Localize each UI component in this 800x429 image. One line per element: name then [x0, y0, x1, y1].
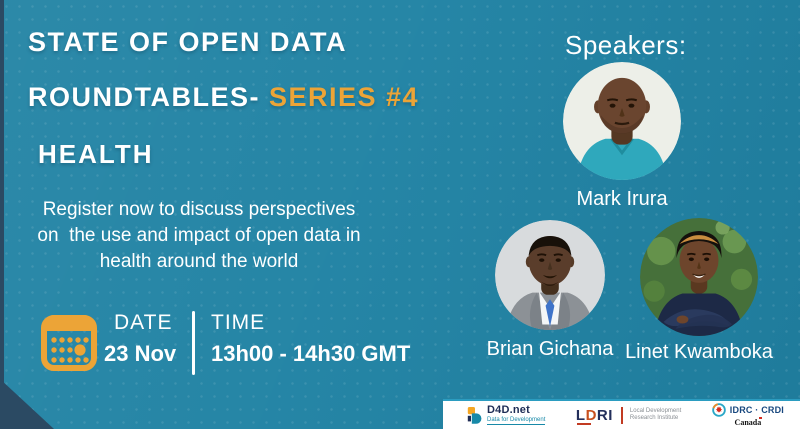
title-line2: ROUNDTABLES- SERIES #4 — [28, 82, 419, 113]
d4d-logo-tagline: Data for Development — [487, 417, 546, 425]
canada-flag-mark — [759, 417, 763, 419]
canada-wordmark: Canada — [734, 417, 763, 427]
idrc-logo-icon — [712, 403, 726, 417]
d4d-logo-name: D4D.net — [487, 404, 530, 416]
left-edge-accent — [0, 0, 4, 429]
date-time-divider — [192, 311, 195, 375]
description-line: health around the world — [99, 251, 299, 272]
time-value: 13h00 - 14h30 GMT — [211, 341, 411, 366]
title-line2-white: ROUNDTABLES- — [28, 82, 260, 112]
description-line: on the use and impact of open data in — [37, 225, 361, 246]
ldri-letter-d: D — [585, 406, 597, 424]
time-label: TIME — [211, 311, 266, 334]
ldri-tagline-line2: Research Institute — [629, 415, 679, 421]
calendar-icon — [41, 315, 97, 371]
d4d-logo: D4D.net Data for Development — [467, 404, 546, 425]
speaker-photo-brian-gichana — [495, 220, 605, 330]
idrc-logo: IDRC · CRDI Canada — [712, 403, 784, 427]
date-value: 23 Nov — [104, 341, 177, 366]
d4d-logo-icon — [467, 407, 482, 424]
partner-logo-bar: D4D.net Data for Development LDRI Local … — [443, 399, 800, 429]
ldri-letters-ri: RI — [596, 406, 613, 424]
idrc-logo-name: IDRC · CRDI — [729, 404, 784, 415]
bottom-left-corner-accent — [0, 379, 54, 429]
topic-health: HEALTH — [38, 139, 154, 169]
ldri-tagline-line1: Local Development — [629, 407, 682, 414]
ldri-logo: LDRI Local Development Research Institut… — [575, 406, 682, 425]
speaker-name-mark-irura: Mark Irura — [576, 188, 668, 210]
title-series-accent: SERIES #4 — [269, 82, 420, 112]
speakers-heading: Speakers: — [565, 30, 687, 60]
date-label: DATE — [114, 311, 173, 334]
speaker-name-linet-kwamboka: Linet Kwamboka — [625, 341, 773, 363]
title-line1: STATE OF OPEN DATA — [28, 27, 347, 57]
speaker-photo-linet-kwamboka — [640, 218, 758, 336]
speaker-name-brian-gichana: Brian Gichana — [486, 338, 614, 360]
ldri-logo-divider — [620, 406, 623, 424]
ldri-letter-l: L — [575, 406, 586, 424]
description: Register now to discuss perspectives on … — [8, 197, 390, 275]
speaker-photo-mark-irura — [563, 62, 681, 180]
ldri-logo-wordmark: LDRI — [575, 406, 613, 425]
description-line: Register now to discuss perspectives — [42, 199, 356, 220]
